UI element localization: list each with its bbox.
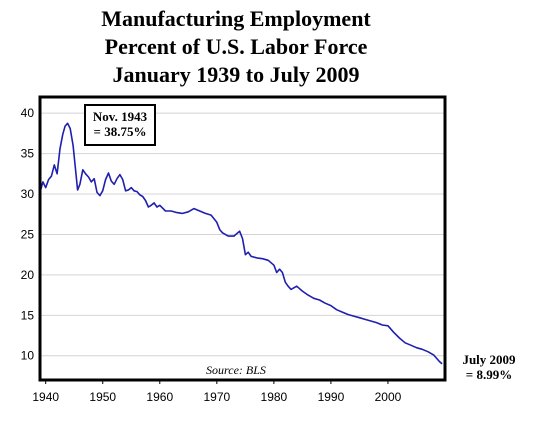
plot-frame bbox=[38, 95, 447, 382]
grid bbox=[40, 112, 445, 357]
annotation-text: July 2009 bbox=[462, 352, 516, 367]
x-tick-label: 2000 bbox=[375, 390, 402, 404]
annotation-box bbox=[84, 104, 156, 146]
chart-title: Manufacturing Employment Percent of U.S. … bbox=[101, 6, 371, 87]
annotation-text: = 38.75% bbox=[94, 124, 147, 139]
x-tick-label: 1990 bbox=[318, 390, 345, 404]
x-tick-label: 1940 bbox=[32, 390, 59, 404]
annotation-text: Nov. 1943 bbox=[93, 109, 148, 124]
y-tick-label: 25 bbox=[21, 227, 35, 241]
title-line: Manufacturing Employment bbox=[101, 6, 371, 31]
source-label: Source: BLS bbox=[206, 363, 266, 377]
title-line: Percent of U.S. Labor Force bbox=[105, 34, 368, 59]
x-tick-label: 1970 bbox=[203, 390, 230, 404]
annotation-text: = 8.99% bbox=[466, 367, 512, 382]
x-tick-label: 1980 bbox=[261, 390, 288, 404]
series bbox=[39, 122, 443, 365]
annotation-box bbox=[450, 348, 528, 388]
y-tick-label: 10 bbox=[21, 349, 35, 363]
y-tick-label: 20 bbox=[21, 268, 35, 282]
title-line: January 1939 to July 2009 bbox=[113, 62, 360, 87]
annotation-callout: Nov. 1943= 38.75% bbox=[84, 104, 156, 146]
x-tick-label: 1960 bbox=[146, 390, 173, 404]
y-tick-label: 30 bbox=[21, 187, 35, 201]
y-tick-label: 15 bbox=[21, 308, 35, 322]
x-axis-ticks: 1940 1950 1960 1970 1980 1990 2000 bbox=[32, 380, 402, 404]
y-axis-ticks: 10 15 20 25 30 35 40 bbox=[21, 106, 35, 363]
series-line bbox=[39, 122, 443, 365]
x-tick-label: 1950 bbox=[89, 390, 116, 404]
y-tick-label: 35 bbox=[21, 147, 35, 161]
y-tick-label: 40 bbox=[21, 106, 35, 120]
annotation-callout: July 2009= 8.99% bbox=[450, 348, 528, 388]
annotations: Nov. 1943= 38.75% July 2009= 8.99% bbox=[84, 104, 528, 388]
